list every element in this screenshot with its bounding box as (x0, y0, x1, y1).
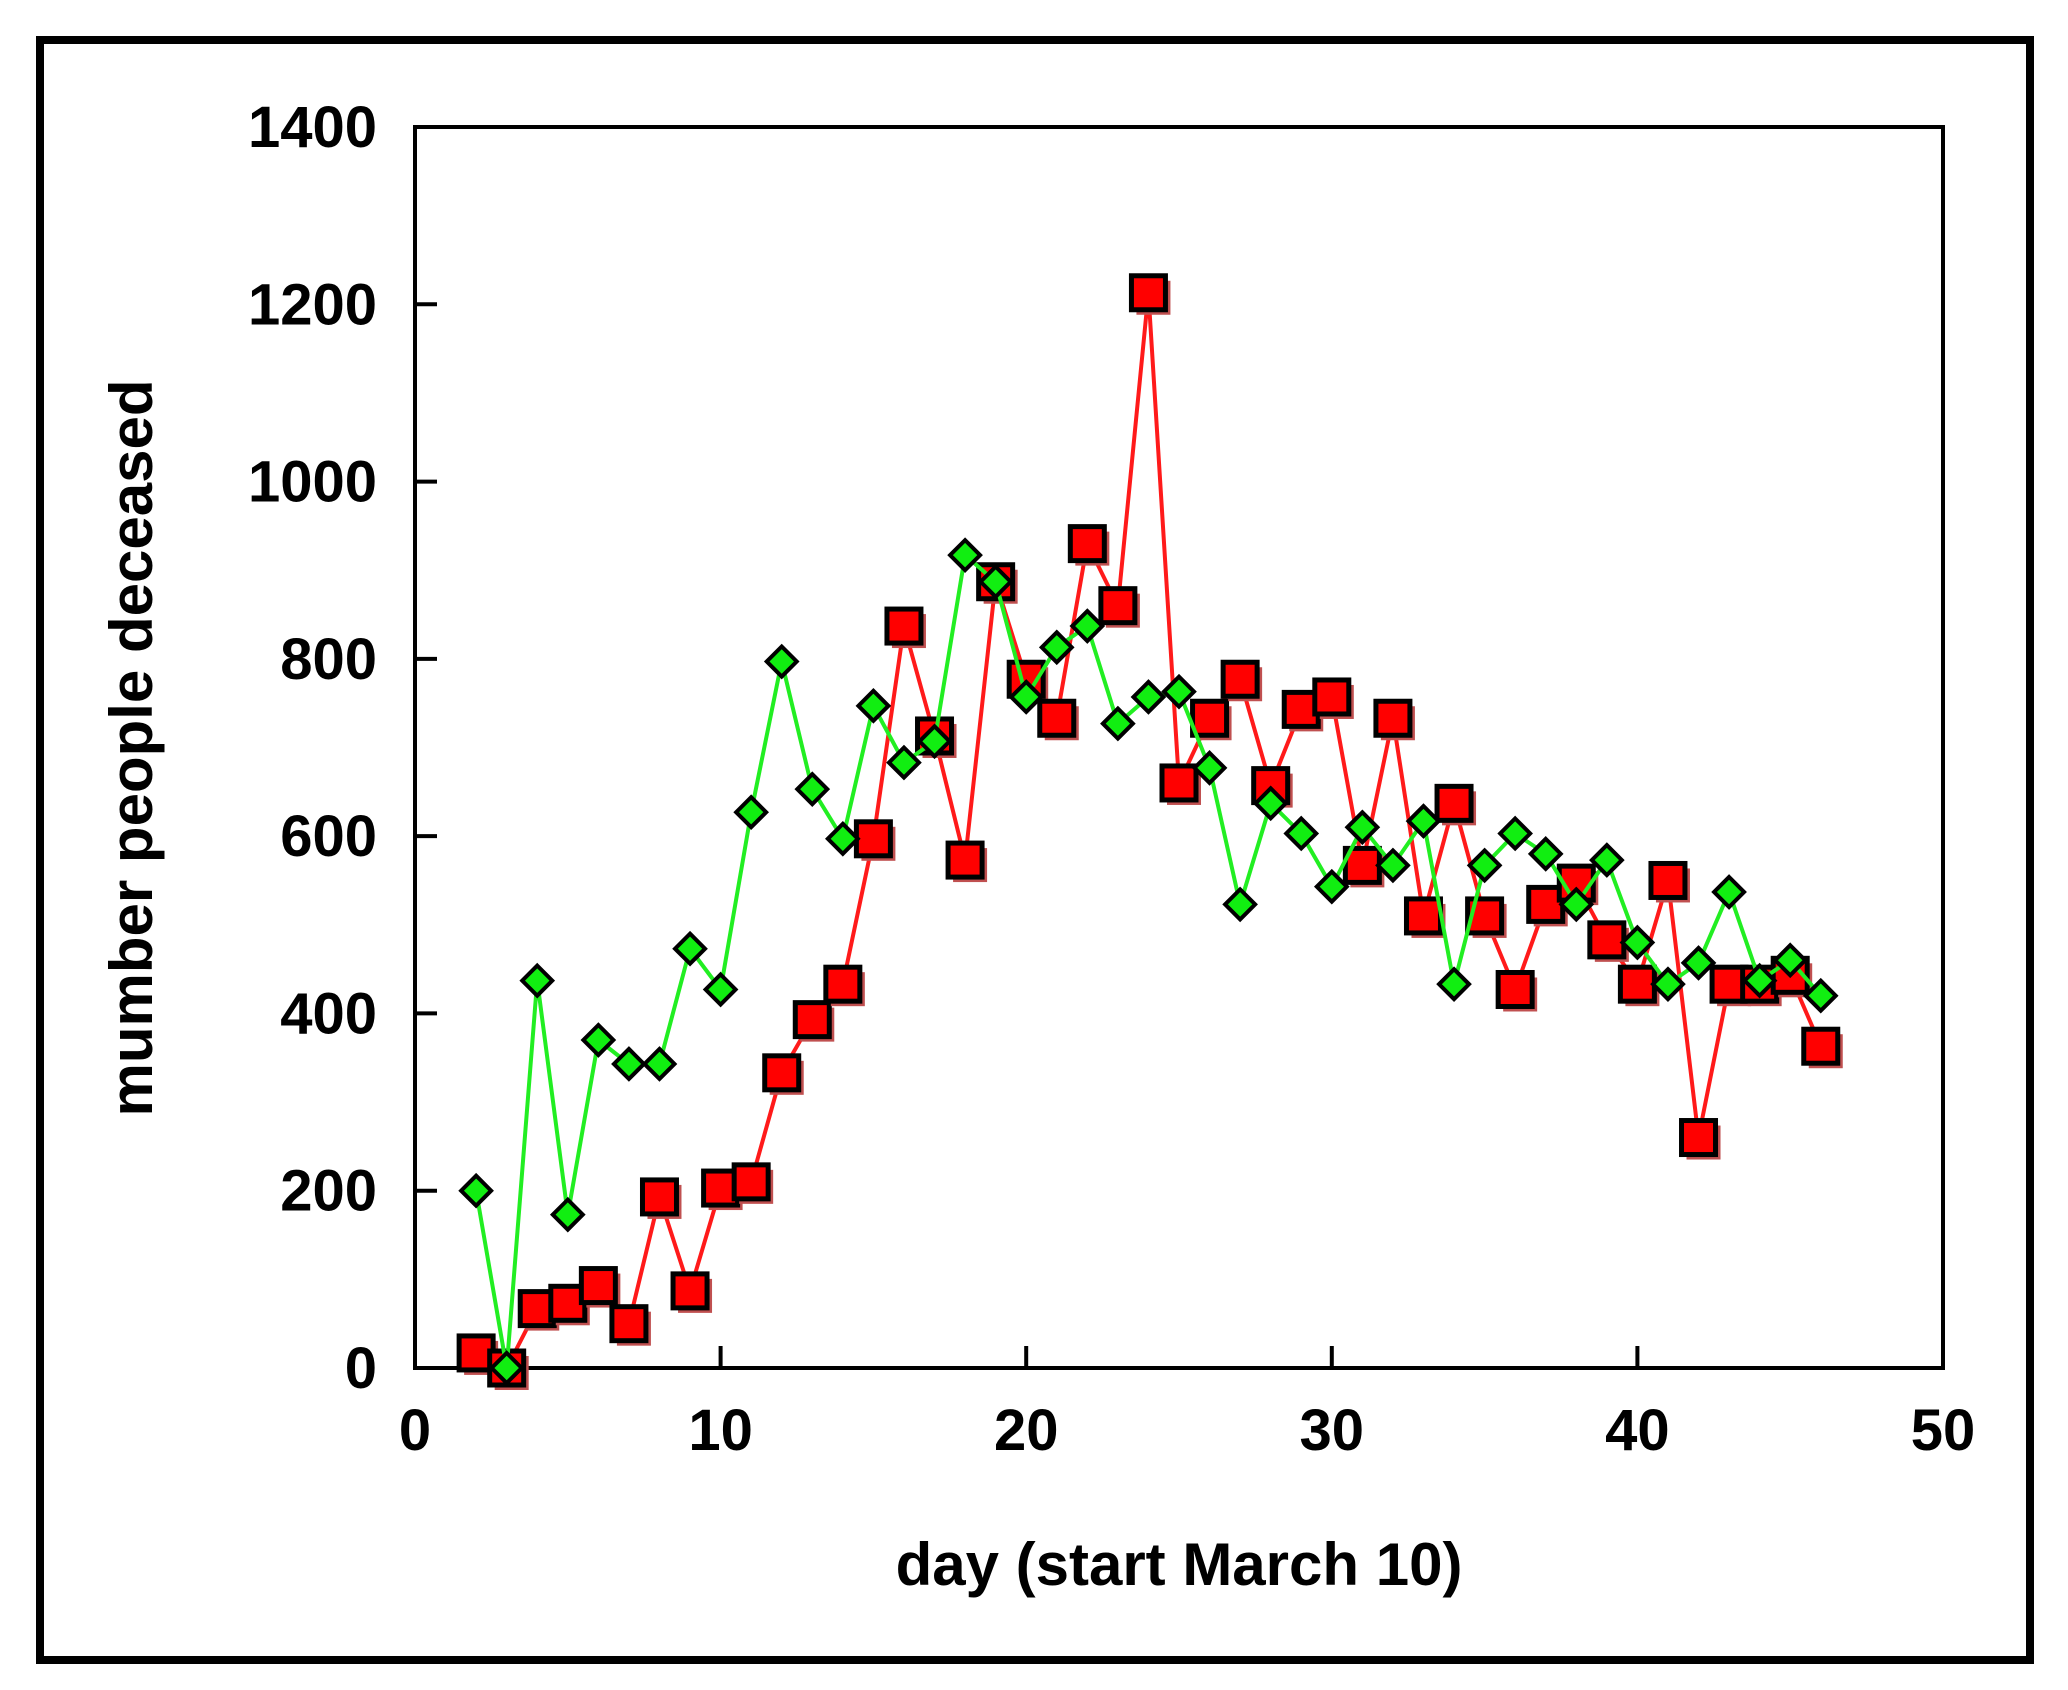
series-layer (456, 273, 1843, 1390)
series-1-point-10 (763, 643, 800, 680)
y-tick-label-2: 400 (280, 981, 377, 1046)
y-tick-label-4: 800 (280, 627, 377, 692)
x-tick-label-0: 0 (399, 1398, 431, 1463)
y-tick-label-5: 1000 (248, 450, 377, 515)
series-1-point-35 (1527, 836, 1564, 872)
series-0-point-40 (1679, 1118, 1719, 1158)
series-1-point-24 (1191, 750, 1228, 786)
series-1-point-11 (794, 771, 831, 807)
series-0-point-37 (1587, 920, 1627, 960)
series-0-point-30 (1373, 698, 1413, 738)
series-1-point-33 (1466, 847, 1503, 884)
x-axis-title: day (start March 10) (896, 1531, 1463, 1598)
x-tick-label-4: 40 (1605, 1398, 1670, 1463)
series-0-point-31 (1403, 896, 1443, 936)
series-1-point-42 (1741, 962, 1778, 999)
y-tick-label-1: 200 (280, 1159, 377, 1224)
series-1-point-36 (1558, 886, 1595, 923)
series-1-point-38 (1619, 924, 1656, 961)
series-0-point-34 (1495, 969, 1535, 1009)
x-tick-label-1: 10 (688, 1398, 753, 1463)
series-1-point-34 (1497, 815, 1533, 852)
series-1-point-39 (1650, 966, 1686, 1003)
series-1-point-4 (580, 1022, 617, 1058)
series-1-point-23 (1161, 673, 1197, 710)
series-0-point-7 (670, 1271, 710, 1311)
series-1 (458, 537, 1839, 1386)
series-0-point-23 (1159, 763, 1199, 803)
series-1-point-13 (855, 688, 892, 724)
series-0-point-19 (1037, 698, 1077, 738)
series-1-point-17 (977, 563, 1014, 600)
series-0-point-10 (762, 1053, 802, 1093)
series-0-point-16 (945, 840, 985, 880)
series-1-point-43 (1772, 942, 1809, 979)
series-1-point-40 (1680, 945, 1717, 981)
series-1-point-25 (1222, 886, 1258, 923)
series-1-point-21 (1100, 705, 1136, 742)
series-1-point-28 (1313, 868, 1350, 905)
series-1-point-20 (1069, 608, 1106, 644)
outer-frame (36, 36, 2034, 1664)
series-1-point-2 (519, 962, 556, 999)
y-tick-label-3: 600 (280, 804, 377, 869)
series-1-point-5 (611, 1046, 647, 1082)
series-1-point-1 (488, 1350, 525, 1386)
series-1-point-32 (1436, 966, 1472, 1003)
series-1-point-44 (1802, 977, 1839, 1014)
x-tick-label-3: 30 (1300, 1398, 1365, 1463)
axis-ticks (413, 125, 1945, 1370)
series-1-point-9 (733, 794, 769, 831)
axis-tick-labels: 0 10 20 30 40 50 0 200 400 600 800 1000 1200 1400 (248, 95, 1975, 1463)
series-0-point-25 (1220, 659, 1260, 699)
series-1-point-7 (672, 930, 708, 967)
series-1-point-26 (1252, 785, 1289, 822)
series-0-point-39 (1648, 860, 1688, 900)
series-1-point-30 (1375, 847, 1411, 884)
series-0-point-28 (1312, 677, 1352, 717)
series-1-point-31 (1405, 803, 1442, 839)
y-tick-label-7: 1400 (248, 95, 377, 160)
series-1-point-0 (458, 1172, 494, 1209)
series-0-point-12 (823, 964, 863, 1004)
series-0-point-9 (731, 1162, 771, 1202)
y-tick-label-0: 0 (345, 1336, 377, 1401)
series-0-point-44 (1801, 1026, 1841, 1066)
series-1-point-41 (1711, 874, 1747, 910)
series-1-point-19 (1038, 629, 1075, 666)
series-0-point-21 (1098, 586, 1138, 626)
x-tick-label-5: 50 (1911, 1398, 1976, 1463)
series-0-point-4 (578, 1266, 618, 1306)
series-0-point-11 (792, 1000, 832, 1040)
series-0-point-14 (884, 606, 924, 646)
series-0 (456, 273, 1843, 1390)
series-1-point-16 (947, 537, 983, 573)
series-1-point-18 (1008, 679, 1045, 715)
series-1-point-8 (702, 971, 739, 1008)
x-tick-label-2: 20 (994, 1398, 1059, 1463)
series-0-point-5 (609, 1304, 649, 1344)
series-1-point-37 (1589, 842, 1625, 878)
series-1-point-15 (916, 723, 953, 760)
series-0-point-20 (1067, 524, 1107, 564)
series-1-point-22 (1130, 679, 1167, 715)
series-0-point-13 (853, 819, 893, 859)
series-0-point-22 (1128, 273, 1168, 313)
series-1-point-29 (1344, 809, 1381, 846)
series-1-point-3 (549, 1196, 586, 1233)
plot-area (413, 125, 1945, 1370)
series-0-point-32 (1434, 783, 1474, 823)
series-0-point-6 (639, 1177, 679, 1217)
y-tick-label-6: 1200 (248, 272, 377, 337)
series-1-point-27 (1283, 815, 1320, 852)
series-1-point-6 (641, 1046, 678, 1082)
y-axis-title: mumber people deceased (98, 380, 165, 1117)
series-1-point-14 (886, 744, 922, 781)
series-1-point-12 (825, 820, 861, 857)
series-0-point-24 (1190, 698, 1230, 738)
series-0-point-38 (1617, 964, 1657, 1004)
